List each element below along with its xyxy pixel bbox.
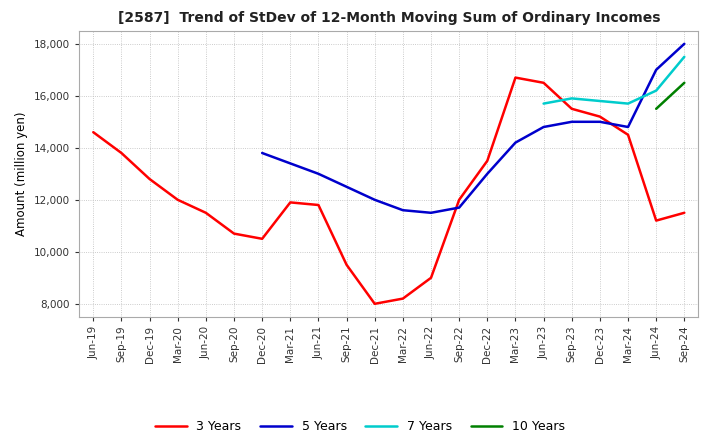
- 5 Years: [258, 150, 266, 156]
- 7 Years: [539, 101, 548, 106]
- Line: 3 Years: 3 Years: [94, 77, 684, 304]
- 3 Years: [89, 129, 98, 135]
- 5 Years: [427, 210, 436, 216]
- 7 Years: [624, 101, 632, 106]
- 3 Years: [427, 275, 436, 280]
- 3 Years: [342, 262, 351, 268]
- 5 Years: [624, 125, 632, 130]
- 3 Years: [455, 197, 464, 202]
- 3 Years: [624, 132, 632, 137]
- 3 Years: [117, 150, 126, 156]
- 3 Years: [230, 231, 238, 236]
- 5 Years: [567, 119, 576, 125]
- 5 Years: [511, 140, 520, 145]
- 3 Years: [202, 210, 210, 216]
- Y-axis label: Amount (million yen): Amount (million yen): [16, 112, 29, 236]
- 5 Years: [342, 184, 351, 190]
- Legend: 3 Years, 5 Years, 7 Years, 10 Years: 3 Years, 5 Years, 7 Years, 10 Years: [150, 415, 570, 438]
- 7 Years: [595, 99, 604, 104]
- 10 Years: [652, 106, 660, 111]
- 3 Years: [511, 75, 520, 80]
- Line: 10 Years: 10 Years: [656, 83, 684, 109]
- 3 Years: [145, 176, 154, 182]
- 3 Years: [539, 80, 548, 85]
- 7 Years: [652, 88, 660, 93]
- 5 Years: [370, 197, 379, 202]
- 3 Years: [370, 301, 379, 306]
- 3 Years: [567, 106, 576, 111]
- 3 Years: [314, 202, 323, 208]
- 5 Years: [455, 205, 464, 210]
- 3 Years: [399, 296, 408, 301]
- Title: [2587]  Trend of StDev of 12-Month Moving Sum of Ordinary Incomes: [2587] Trend of StDev of 12-Month Moving…: [117, 11, 660, 26]
- 3 Years: [680, 210, 688, 216]
- 3 Years: [595, 114, 604, 119]
- 5 Years: [286, 161, 294, 166]
- 3 Years: [652, 218, 660, 223]
- Line: 7 Years: 7 Years: [544, 57, 684, 103]
- 5 Years: [483, 171, 492, 176]
- 7 Years: [567, 96, 576, 101]
- 3 Years: [286, 200, 294, 205]
- 3 Years: [483, 158, 492, 163]
- 3 Years: [258, 236, 266, 242]
- Line: 5 Years: 5 Years: [262, 44, 684, 213]
- 7 Years: [680, 54, 688, 59]
- 10 Years: [680, 80, 688, 85]
- 5 Years: [595, 119, 604, 125]
- 5 Years: [539, 125, 548, 130]
- 5 Years: [399, 208, 408, 213]
- 3 Years: [174, 197, 182, 202]
- 5 Years: [680, 41, 688, 47]
- 5 Years: [314, 171, 323, 176]
- 5 Years: [652, 67, 660, 73]
